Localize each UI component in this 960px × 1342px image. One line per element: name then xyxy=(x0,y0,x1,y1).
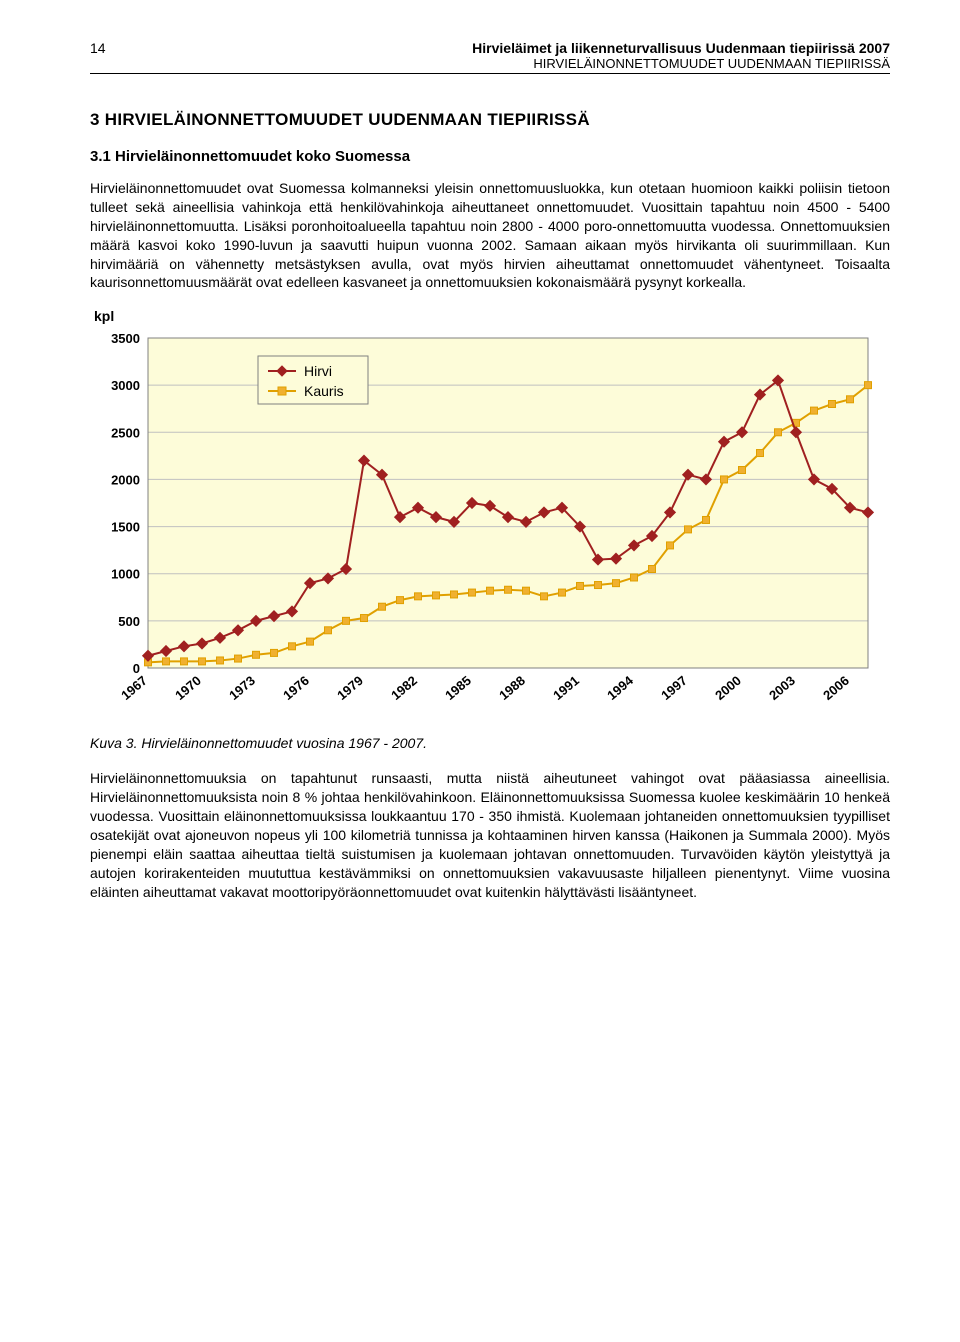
figure-caption: Kuva 3. Hirvieläinonnettomuudet vuosina … xyxy=(90,735,890,751)
chart-y-unit-label: kpl xyxy=(94,308,890,324)
svg-text:1991: 1991 xyxy=(550,673,582,703)
svg-text:2003: 2003 xyxy=(766,673,798,703)
svg-text:1979: 1979 xyxy=(334,673,366,703)
svg-text:1985: 1985 xyxy=(442,673,474,703)
svg-text:1973: 1973 xyxy=(226,673,258,703)
header-title-bold: Hirvieläimet ja liikenneturvallisuus Uud… xyxy=(130,40,890,56)
paragraph-2: Hirvieläinonnettomuuksia on tapahtunut r… xyxy=(90,769,890,901)
line-chart: 0500100015002000250030003500196719701973… xyxy=(90,328,884,720)
svg-text:1000: 1000 xyxy=(111,567,140,582)
svg-text:1994: 1994 xyxy=(604,673,636,704)
svg-text:Hirvi: Hirvi xyxy=(304,363,332,379)
svg-text:1967: 1967 xyxy=(118,673,150,703)
svg-text:2000: 2000 xyxy=(111,473,140,488)
svg-text:1988: 1988 xyxy=(496,673,528,703)
svg-text:1970: 1970 xyxy=(172,673,204,703)
svg-text:Kauris: Kauris xyxy=(304,383,344,399)
svg-text:2000: 2000 xyxy=(712,673,744,703)
svg-text:1500: 1500 xyxy=(111,520,140,535)
svg-text:1982: 1982 xyxy=(388,673,420,703)
paragraph-1: Hirvieläinonnettomuudet ovat Suomessa ko… xyxy=(90,179,890,292)
chart-container: kpl 050010001500200025003000350019671970… xyxy=(90,308,890,725)
svg-text:3000: 3000 xyxy=(111,378,140,393)
header-subtitle: HIRVIELÄINONNETTOMUUDET UUDENMAAN TIEPII… xyxy=(130,56,890,71)
svg-text:2500: 2500 xyxy=(111,426,140,441)
svg-text:500: 500 xyxy=(118,614,140,629)
svg-text:2006: 2006 xyxy=(820,673,852,703)
svg-text:3500: 3500 xyxy=(111,331,140,346)
subsection-heading: 3.1 Hirvieläinonnettomuudet koko Suomess… xyxy=(90,148,890,165)
page-header: 14 Hirvieläimet ja liikenneturvallisuus … xyxy=(90,40,890,74)
svg-text:1997: 1997 xyxy=(658,673,690,703)
section-heading: 3 HIRVIELÄINONNETTOMUUDET UUDENMAAN TIEP… xyxy=(90,110,890,130)
page-number: 14 xyxy=(90,40,130,56)
header-titles: Hirvieläimet ja liikenneturvallisuus Uud… xyxy=(130,40,890,71)
svg-text:1976: 1976 xyxy=(280,673,312,703)
page: 14 Hirvieläimet ja liikenneturvallisuus … xyxy=(0,0,960,968)
